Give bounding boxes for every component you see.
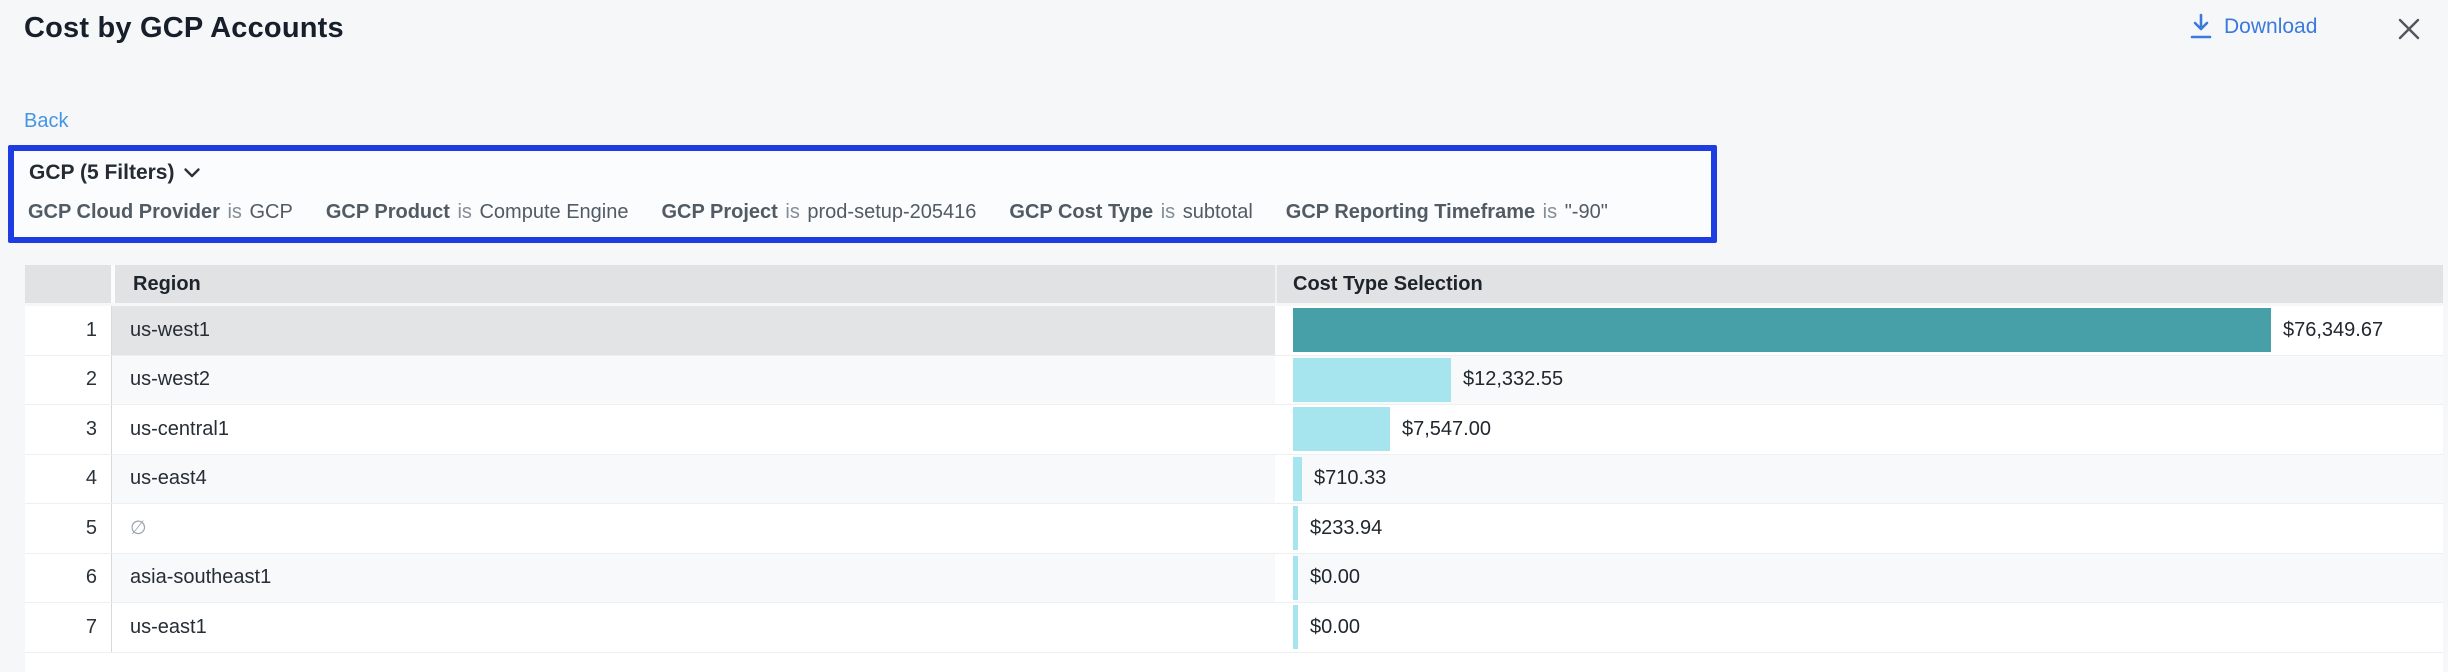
filter-field: GCP Cloud Provider xyxy=(28,201,220,223)
filter-operator: is xyxy=(783,201,801,223)
cost-bar xyxy=(1293,556,1298,600)
filter-value: Compute Engine xyxy=(479,201,628,223)
row-index: 1 xyxy=(25,306,111,355)
table-row: 4 us-east4 $710.33 xyxy=(25,455,2443,505)
filter-operator: is xyxy=(225,201,243,223)
cost-bar xyxy=(1293,457,1302,501)
close-button[interactable] xyxy=(2392,12,2426,46)
filter-field: GCP Project xyxy=(661,201,777,223)
filter-summary-label: GCP (5 Filters) xyxy=(29,161,174,185)
filter-field: GCP Cost Type xyxy=(1009,201,1153,223)
column-gap xyxy=(1275,405,1293,454)
row-index: 6 xyxy=(25,554,111,603)
cost-bar xyxy=(1293,308,2271,352)
row-index: 7 xyxy=(25,603,111,652)
back-link[interactable]: Back xyxy=(24,110,68,133)
table-row: 2 us-west2 $12,332.55 xyxy=(25,356,2443,406)
column-gap xyxy=(1275,554,1293,603)
table-row: 5 ∅ $233.94 xyxy=(25,504,2443,554)
cost-value-label: $76,349.67 xyxy=(2283,319,2383,342)
region-cell[interactable]: us-west1 xyxy=(111,306,1275,355)
filter-condition[interactable]: GCP Reporting Timeframe is "-90" xyxy=(1286,201,1608,224)
row-index: 4 xyxy=(25,455,111,504)
cost-value-label: $710.33 xyxy=(1314,467,1386,490)
table-footer-strip xyxy=(25,653,2443,672)
cost-bar-cell[interactable]: $0.00 xyxy=(1293,603,2443,652)
filter-condition[interactable]: GCP Product is Compute Engine xyxy=(326,201,629,224)
cost-column-header[interactable]: Cost Type Selection xyxy=(1277,265,2443,303)
filter-condition[interactable]: GCP Project is prod-setup-205416 xyxy=(661,201,976,224)
table-body: 1 us-west1 $76,349.67 2 us-west2 $12,332… xyxy=(25,306,2443,653)
cost-bar xyxy=(1293,358,1451,402)
filter-conditions-row: GCP Cloud Provider is GCP GCP Product is… xyxy=(28,201,1711,224)
cost-bar-cell[interactable]: $7,547.00 xyxy=(1293,405,2443,454)
cost-bar xyxy=(1293,506,1298,550)
download-label: Download xyxy=(2224,15,2317,39)
row-index: 2 xyxy=(25,356,111,405)
table-row: 1 us-west1 $76,349.67 xyxy=(25,306,2443,356)
column-gap xyxy=(1275,603,1293,652)
region-cell[interactable]: asia-southeast1 xyxy=(111,554,1275,603)
cost-bar-cell[interactable]: $233.94 xyxy=(1293,504,2443,553)
filter-box: GCP (5 Filters) GCP Cloud Provider is GC… xyxy=(8,145,1717,243)
filter-operator: is xyxy=(1541,201,1559,223)
cost-bar xyxy=(1293,605,1298,649)
region-column-header[interactable]: Region xyxy=(115,265,1275,303)
region-cell[interactable]: us-west2 xyxy=(111,356,1275,405)
column-gap xyxy=(1275,504,1293,553)
page-title: Cost by GCP Accounts xyxy=(24,12,344,45)
filter-field: GCP Reporting Timeframe xyxy=(1286,201,1535,223)
cost-bar-cell[interactable]: $12,332.55 xyxy=(1293,356,2443,405)
download-button[interactable]: Download xyxy=(2188,12,2317,42)
chevron-down-icon xyxy=(183,167,201,179)
column-gap xyxy=(1275,455,1293,504)
cost-value-label: $12,332.55 xyxy=(1463,368,1563,391)
cost-bar xyxy=(1293,407,1390,451)
table-row: 7 us-east1 $0.00 xyxy=(25,603,2443,653)
cost-value-label: $0.00 xyxy=(1310,566,1360,589)
filter-summary-dropdown[interactable]: GCP (5 Filters) xyxy=(29,161,1711,185)
cost-value-label: $7,547.00 xyxy=(1402,418,1491,441)
index-column-header xyxy=(25,265,111,303)
cost-panel: Cost by GCP Accounts Download Back GCP (… xyxy=(0,0,2448,672)
close-icon xyxy=(2396,16,2422,42)
filter-value: "-90" xyxy=(1565,201,1608,223)
filter-field: GCP Product xyxy=(326,201,450,223)
region-cell[interactable]: ∅ xyxy=(111,504,1275,553)
cost-bar-cell[interactable]: $710.33 xyxy=(1293,455,2443,504)
filter-operator: is xyxy=(455,201,473,223)
cost-bar-cell[interactable]: $76,349.67 xyxy=(1293,306,2443,355)
table-header-row: Region Cost Type Selection xyxy=(25,265,2443,303)
row-index: 5 xyxy=(25,504,111,553)
filter-value: subtotal xyxy=(1183,201,1253,223)
region-cell[interactable]: us-east1 xyxy=(111,603,1275,652)
cost-value-label: $0.00 xyxy=(1310,616,1360,639)
filter-condition[interactable]: GCP Cost Type is subtotal xyxy=(1009,201,1252,224)
column-gap xyxy=(1275,356,1293,405)
cost-value-label: $233.94 xyxy=(1310,517,1382,540)
region-cell[interactable]: us-central1 xyxy=(111,405,1275,454)
table-row: 6 asia-southeast1 $0.00 xyxy=(25,554,2443,604)
region-cell[interactable]: us-east4 xyxy=(111,455,1275,504)
table-row: 3 us-central1 $7,547.00 xyxy=(25,405,2443,455)
cost-bar-cell[interactable]: $0.00 xyxy=(1293,554,2443,603)
download-icon xyxy=(2188,12,2214,42)
filter-operator: is xyxy=(1159,201,1177,223)
filter-value: GCP xyxy=(249,201,292,223)
row-index: 3 xyxy=(25,405,111,454)
column-gap xyxy=(1275,306,1293,355)
filter-condition[interactable]: GCP Cloud Provider is GCP xyxy=(28,201,293,224)
filter-value: prod-setup-205416 xyxy=(807,201,976,223)
cost-table: Region Cost Type Selection 1 us-west1 $7… xyxy=(25,265,2443,672)
